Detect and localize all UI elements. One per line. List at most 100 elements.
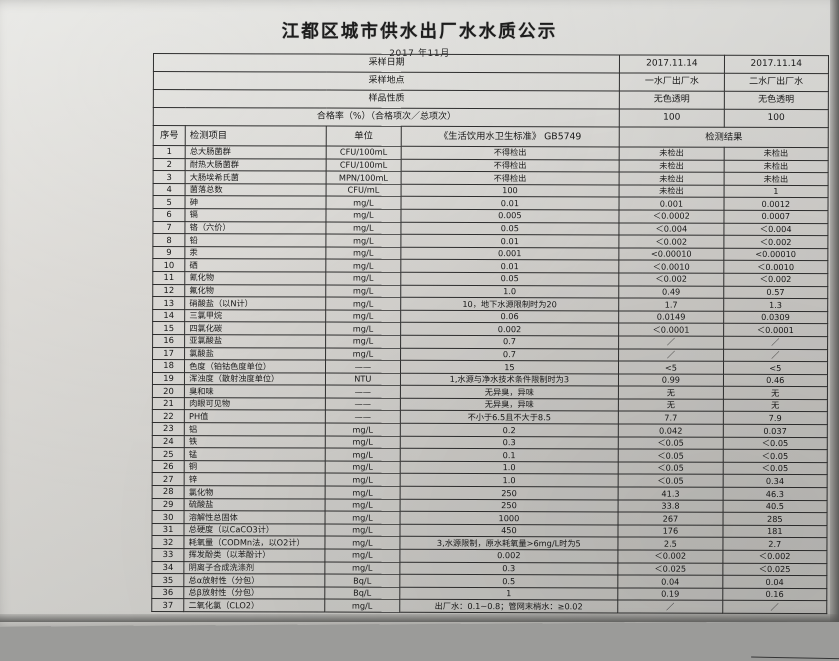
cell-unit: mg/L xyxy=(325,486,400,499)
cell-no: 9 xyxy=(152,246,186,259)
cell-no: 4 xyxy=(153,183,186,196)
header-plant2-value: 2017.11.14 xyxy=(724,55,829,74)
cell-no: 8 xyxy=(152,233,186,247)
cell-result-plant2: 1.3 xyxy=(723,298,828,312)
cell-standard: 10，地下水源限制时为20 xyxy=(400,297,619,311)
cell-result-plant1: 未检出 xyxy=(619,146,724,160)
cell-no: 10 xyxy=(152,258,186,272)
cell-result-plant2: 1 xyxy=(723,185,829,198)
cell-result-plant1: ＜0.05 xyxy=(618,461,723,475)
cell-unit: mg/L xyxy=(325,473,400,487)
cell-no: 2 xyxy=(153,158,186,171)
cell-standard: 0.1 xyxy=(399,448,619,462)
cell-unit: —— xyxy=(325,397,400,411)
cell-result-plant2: 0.34 xyxy=(722,474,828,488)
cell-result-plant2: 0.16 xyxy=(722,588,827,601)
cell-standard: 0.01 xyxy=(400,234,620,248)
cell-result-plant1: ＜0.05 xyxy=(618,436,723,450)
cell-result-plant2: 40.5 xyxy=(722,499,828,513)
cell-result-plant2: 未检出 xyxy=(723,159,829,173)
cell-item-name: 氯化物 xyxy=(184,485,326,499)
cell-unit: mg/L xyxy=(325,498,400,512)
header-label: 合格率（%）（合格项次／总项次） xyxy=(153,107,620,127)
cell-result-plant2: 0.04 xyxy=(722,575,827,589)
cell-result-plant1: 0.49 xyxy=(618,285,724,299)
cell-unit: mg/L xyxy=(325,448,400,462)
photo-edge-right xyxy=(830,0,839,622)
page-title: 江都区城市供水出厂水水质公示 xyxy=(281,22,558,42)
cell-standard: 不得检出 xyxy=(400,171,620,185)
cell-item-name: 耗氧量（CODMn法，以O2计） xyxy=(184,536,326,550)
header-plant2-value: 二水厂出厂水 xyxy=(723,73,829,92)
cell-standard: 无异臭，异味 xyxy=(399,385,619,399)
cell-item-name: 大肠埃希氏菌 xyxy=(185,170,327,184)
cell-result-plant1: 0.99 xyxy=(618,373,724,387)
cell-unit: mg/L xyxy=(325,423,400,436)
cell-item-name: 菌落总数 xyxy=(185,183,327,197)
cell-result-plant2: ＜0.05 xyxy=(722,462,828,476)
cell-item-name: 总硬度（以CaCO3计） xyxy=(184,523,326,537)
cell-result-plant2: 0.0012 xyxy=(723,197,829,211)
cell-item-name: 总β放射性（分包） xyxy=(183,586,325,600)
cell-result-plant1: 0.0149 xyxy=(618,310,724,324)
cell-result-plant1: ＜0.0001 xyxy=(618,323,724,337)
cell-item-name: 砷 xyxy=(185,195,327,210)
cell-item-name: 氰化物 xyxy=(184,271,326,285)
cell-unit: mg/L xyxy=(325,511,400,525)
cell-unit: mg/L xyxy=(325,347,401,361)
cell-result-plant2: 0.57 xyxy=(723,285,828,299)
cell-no: 17 xyxy=(152,347,185,360)
cell-result-plant2: 无 xyxy=(722,399,828,413)
header-row: 采样日期 2017.11.14 2017.11.14 xyxy=(153,53,829,74)
cell-result-plant1: ＜0.002 xyxy=(618,549,723,563)
cell-item-name: 硫酸盐 xyxy=(184,498,326,512)
cell-unit: mg/L xyxy=(325,284,401,298)
cell-result-plant2: ＜0.002 xyxy=(723,273,828,287)
cell-result-plant2: ＜0.002 xyxy=(723,235,828,249)
cell-no: 31 xyxy=(151,523,185,537)
cell-item-name: 铬（六价） xyxy=(185,221,327,235)
cell-result-plant1: 176 xyxy=(618,524,723,538)
cell-result-plant1: 0.001 xyxy=(619,197,724,211)
cell-result-plant2: 无 xyxy=(723,386,828,400)
cell-standard: 1.0 xyxy=(400,284,620,299)
cell-item-name: 镉 xyxy=(185,208,327,222)
cell-result-plant1: 未检出 xyxy=(619,159,724,173)
cell-result-plant1: ＜0.025 xyxy=(618,562,723,576)
cell-unit: mg/L xyxy=(326,209,401,222)
cell-no: 13 xyxy=(152,296,185,310)
cell-standard: 0.7 xyxy=(400,347,619,362)
cell-item-name: 阴离子合成洗涤剂 xyxy=(184,561,326,575)
header-label: 样品性质 xyxy=(153,89,620,109)
cell-unit: mg/L xyxy=(325,334,401,348)
table-row: 37 二氧化氯（CLO2） mg/L 出厂水：0.1~0.8；管网末梢水：≥0.02 ／… xyxy=(151,598,827,614)
cell-item-name: 汞 xyxy=(185,246,327,260)
cell-no: 6 xyxy=(152,208,186,222)
cell-unit: mg/L xyxy=(326,234,401,248)
cell-result-plant2: ＜0.004 xyxy=(723,222,828,236)
cell-standard: 不小于6.5且不大于8.5 xyxy=(399,410,619,425)
cell-standard: 250 xyxy=(399,498,619,513)
cell-result-plant2: <0.00010 xyxy=(723,248,828,261)
cell-result-plant2: 7.9 xyxy=(722,411,828,425)
cell-unit: mg/L xyxy=(325,523,400,537)
cell-no: 26 xyxy=(152,460,185,474)
cell-unit: mg/L xyxy=(325,259,401,273)
cell-result-plant1: 0.04 xyxy=(618,575,723,589)
cell-standard: 出厂水：0.1~0.8；管网末梢水：≥0.02 xyxy=(399,599,619,613)
cell-standard: 0.5 xyxy=(399,574,619,588)
cell-no: 33 xyxy=(151,548,185,562)
cell-unit: mg/L xyxy=(325,435,400,449)
cell-result-plant2: ＜0.025 xyxy=(722,562,827,576)
cell-unit: mg/L xyxy=(326,196,401,210)
cell-result-plant2: 0.037 xyxy=(722,424,828,438)
cell-no: 37 xyxy=(151,598,184,612)
cell-standard: 0.01 xyxy=(400,196,620,210)
cell-result-plant2: ＜0.05 xyxy=(722,449,828,463)
cell-item-name: 总大肠菌群 xyxy=(185,145,327,159)
cell-result-plant2: ／ xyxy=(723,348,828,362)
cell-unit: mg/L xyxy=(326,221,401,235)
cell-result-plant2: ＜0.0010 xyxy=(723,260,828,274)
cell-item-name: 氯酸盐 xyxy=(184,347,326,361)
cell-standard: 0.001 xyxy=(400,247,620,261)
